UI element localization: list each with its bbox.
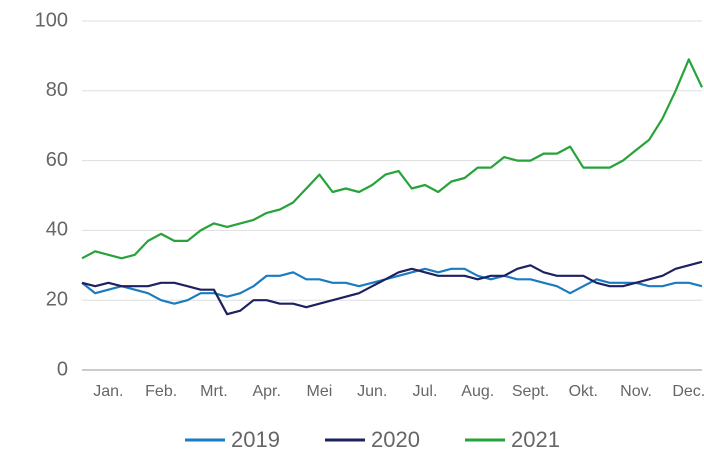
x-tick-label: Jun.	[357, 383, 387, 400]
legend-label: 2019	[231, 427, 280, 452]
y-tick-label: 60	[46, 149, 68, 171]
line-series	[81, 267, 703, 305]
line-series	[81, 260, 703, 316]
y-tick-label: 20	[46, 288, 68, 310]
x-tick-label: Feb.	[145, 383, 177, 400]
x-tick-label: Mrt.	[200, 383, 228, 400]
x-tick-label: Dec.	[672, 383, 704, 400]
legend-label: 2020	[371, 427, 420, 452]
y-tick-label: 0	[57, 358, 68, 380]
x-tick-label: Okt.	[569, 383, 598, 400]
y-tick-label: 100	[35, 9, 68, 31]
x-tick-label: Apr.	[252, 383, 280, 400]
y-tick-label: 40	[46, 219, 68, 241]
x-tick-label: Aug.	[461, 383, 494, 400]
x-tick-label: Nov.	[620, 383, 652, 400]
y-tick-label: 80	[46, 79, 68, 101]
x-tick-label: Mei	[307, 383, 333, 400]
x-tick-label: Jul.	[413, 383, 438, 400]
x-tick-label: Jan.	[93, 383, 123, 400]
x-tick-label: Sept.	[512, 383, 549, 400]
legend-label: 2021	[511, 427, 560, 452]
line-series	[81, 58, 703, 260]
